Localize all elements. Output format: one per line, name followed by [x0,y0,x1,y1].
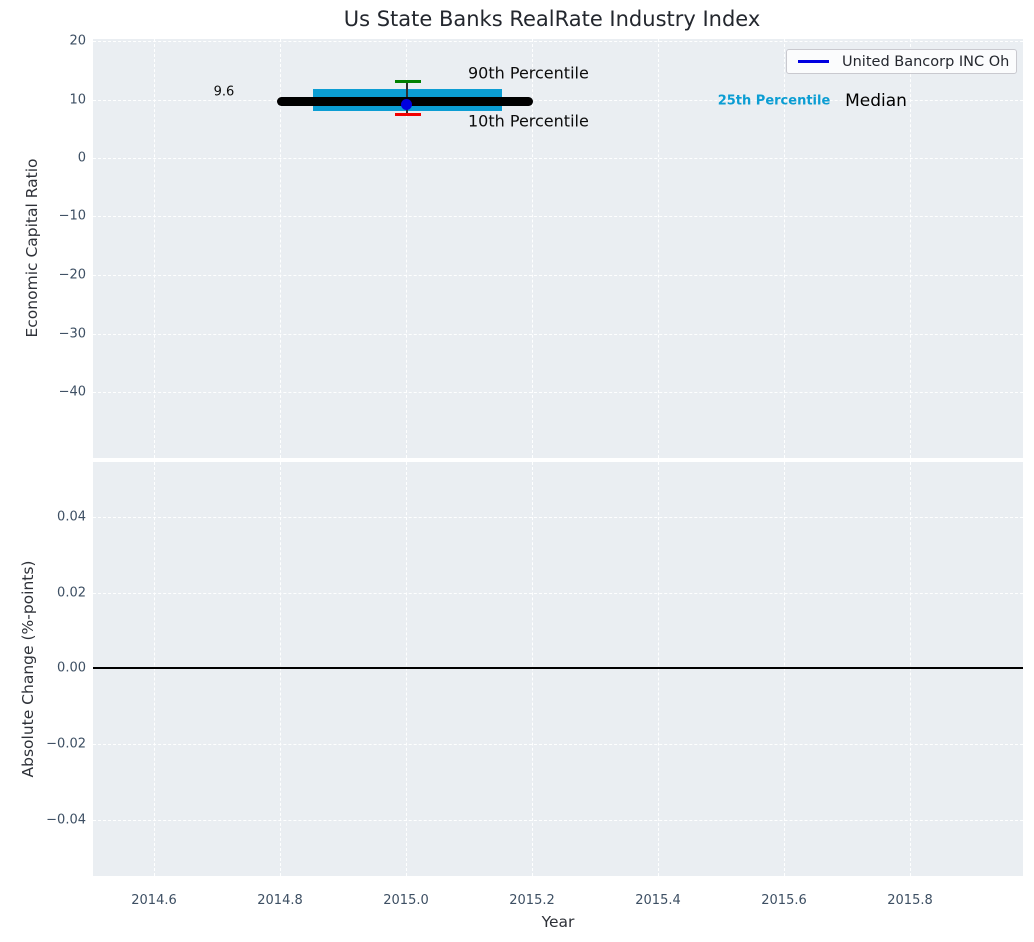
gridline [93,275,1023,276]
x-axis-label: Year [541,913,575,931]
legend-line-sample-icon [798,60,829,63]
zero-reference-line [93,667,1023,669]
chart-title: Us State Banks RealRate Industry Index [343,7,761,31]
y-tick-label: −20 [58,267,86,283]
x-tick-label: 2014.6 [131,893,177,908]
x-tick-label: 2015.8 [887,893,933,908]
y-tick-label: −0.02 [46,736,86,752]
x-tick-label: 2014.8 [257,893,303,908]
gridline [93,744,1023,745]
top-y-axis-label: Economic Capital Ratio [23,158,41,338]
gridline [784,462,785,876]
company-marker-dot [401,99,412,110]
gridline [910,462,911,876]
y-tick-label: 10 [69,92,86,108]
gridline [93,216,1023,217]
gridline [154,39,155,458]
gridline [93,100,1023,101]
gridline [93,392,1023,393]
gridline [910,39,911,458]
percentile-90-cap [395,80,421,83]
x-tick-label: 2015.0 [383,893,429,908]
gridline [93,820,1023,821]
gridline [658,462,659,876]
legend-entry-label: United Bancorp INC Oh [842,53,1010,70]
gridline [784,39,785,458]
gridline [93,593,1023,594]
gridline [93,158,1023,159]
x-tick-label: 2015.6 [761,893,807,908]
y-tick-label: −30 [58,326,86,342]
gridline [658,39,659,458]
gridline [280,39,281,458]
gridline [93,517,1023,518]
percentile-10-cap [395,113,421,116]
gridline [406,462,407,876]
gridline [154,462,155,876]
y-tick-label: −40 [58,384,86,400]
y-tick-label: 20 [69,33,86,49]
percentile-10-label: 10th Percentile [468,111,589,131]
y-tick-label: 0.02 [57,585,86,601]
bottom-y-axis-label: Absolute Change (%-points) [19,560,37,778]
x-tick-label: 2015.2 [509,893,555,908]
legend-box: United Bancorp INC Oh [786,49,1017,74]
top-plot-area: 9.6 90th Percentile 10th Percentile 25th… [93,39,1023,458]
y-tick-label: −0.04 [46,812,86,828]
percentile-25-label: 25th Percentile [717,93,831,109]
bottom-plot-area [93,462,1023,876]
median-value-label: 9.6 [213,84,235,100]
gridline [93,334,1023,335]
gridline [280,462,281,876]
y-tick-label: 0 [77,150,86,166]
y-tick-label: 0.00 [57,660,86,676]
gridline [532,462,533,876]
gridline [93,41,1023,42]
y-tick-label: 0.04 [57,509,86,525]
gridline [406,39,407,458]
median-label: Median [845,91,907,111]
y-tick-label: −10 [58,208,86,224]
gridline [532,39,533,458]
x-tick-label: 2015.4 [635,893,681,908]
percentile-90-label: 90th Percentile [468,63,589,83]
